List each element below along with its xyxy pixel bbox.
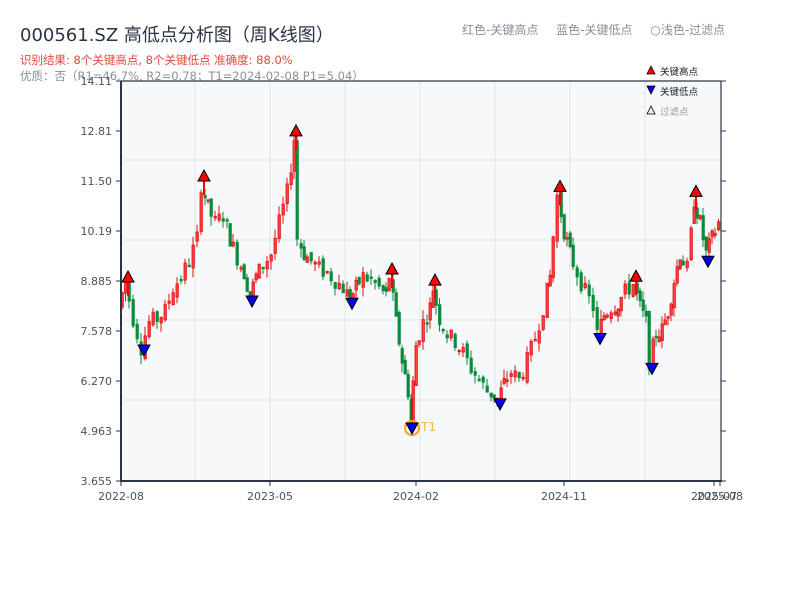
x-tick-label: 2025-07 xyxy=(691,490,737,503)
x-tick-label: 2024-11 xyxy=(541,490,587,503)
color-legend: 红色-关键高点 蓝色-关键低点 ○浅色-过滤点 xyxy=(462,21,725,38)
legend-filtered-icon xyxy=(646,105,656,115)
key-high-marker xyxy=(553,179,567,192)
key-high-marker xyxy=(289,123,303,137)
key-high-marker xyxy=(385,261,399,275)
key-high-marker xyxy=(689,184,703,197)
grid-lines xyxy=(121,81,721,481)
y-axis-ticks: 14.11 12.81 11.50 10.19 8.885 7.578 6.270 4.963… xyxy=(81,75,726,488)
key-low-marker xyxy=(137,344,151,358)
y-tick-label: 6.270 xyxy=(81,375,113,388)
y-tick-label: 10.19 xyxy=(81,225,113,238)
key-low-marker xyxy=(405,422,419,436)
key-low-marker xyxy=(245,295,259,309)
x-tick-label: 2025-08 xyxy=(697,490,743,503)
page-title: 000561.SZ 高低点分析图（周K线图） xyxy=(20,25,334,46)
key-low-marker xyxy=(493,398,507,411)
plot-legend: 关键高点 关键低点 过滤点 xyxy=(646,65,699,118)
y-tick-label: 3.655 xyxy=(81,475,113,488)
key-high-marker xyxy=(428,273,442,286)
y-tick-label: 7.578 xyxy=(81,325,113,338)
legend-blue-low: 蓝色-关键低点 xyxy=(556,23,633,37)
y-tick-label: 8.885 xyxy=(81,275,113,288)
legend-red-high: 红色-关键高点 xyxy=(462,23,539,37)
key-high-marker xyxy=(629,269,643,282)
legend-high-label: 关键高点 xyxy=(660,66,699,78)
legend-low-label: 关键低点 xyxy=(660,86,699,98)
plot-area xyxy=(121,81,721,481)
candles xyxy=(120,132,721,424)
legend-low-icon xyxy=(646,85,656,95)
t1-annotation: T1 xyxy=(420,420,436,434)
legend-high-icon xyxy=(646,65,656,75)
key-low-marker xyxy=(345,297,359,311)
key-point-markers xyxy=(121,123,715,437)
key-low-marker xyxy=(645,362,659,376)
legend-filtered-label: 过滤点 xyxy=(660,106,689,118)
y-tick-label: 12.81 xyxy=(81,125,113,138)
x-tick-label: 2024-02 xyxy=(393,490,439,503)
key-high-marker xyxy=(197,168,211,182)
x-tick-label: 2023-05 xyxy=(247,490,293,503)
key-low-marker xyxy=(701,255,715,269)
x-tick-label: 2022-08 xyxy=(98,490,144,503)
y-tick-label: 4.963 xyxy=(81,425,113,438)
result-summary: 识别结果: 8个关键高点, 8个关键低点 准确度: 88.0% xyxy=(20,53,293,67)
quality-summary: 优质：否（R1=46.7%, R2=0.78；T1=2024-02-08 P1=… xyxy=(20,69,364,83)
legend-light-filtered: ○浅色-过滤点 xyxy=(650,23,726,37)
key-low-marker xyxy=(593,332,607,346)
y-tick-label: 11.50 xyxy=(81,175,113,188)
x-axis-ticks: 2022-08 2023-05 2024-02 2024-11 2025-072025-… xyxy=(98,481,743,503)
y-tick-label: 14.11 xyxy=(81,75,113,88)
key-high-marker xyxy=(121,269,135,283)
